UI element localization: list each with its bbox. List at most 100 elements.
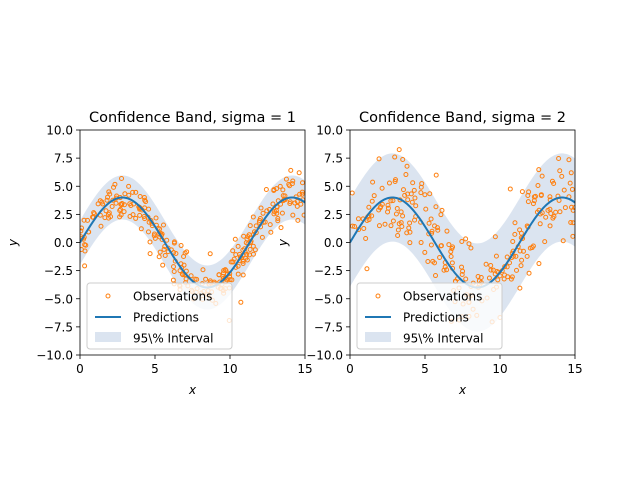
observation-point [379,185,385,191]
observation-point [567,180,573,186]
observation-point [492,234,498,240]
observation-point [562,205,568,211]
observation-point [106,189,112,195]
observation-point [111,184,117,190]
observation-point [400,187,406,193]
observation-point [439,207,445,213]
observation-point [119,176,125,182]
observation-point [530,201,536,207]
observation-point [422,249,428,255]
observation-point [390,218,396,224]
observation-point [428,242,434,248]
subplot-sigma-2: 0 5 10 15−10.0−7.5−5.0−2.50.02.55.07.510.0C… [276,110,583,397]
observation-point [275,218,281,224]
observation-point [277,183,283,189]
observation-point [188,273,194,279]
observation-point [493,253,499,259]
observation-point [91,210,97,216]
observation-point [247,247,253,252]
observation-point [547,206,553,212]
x-tick-label: 0 [76,362,84,376]
observation-point [444,228,450,234]
observation-point [247,223,253,229]
observation-point [371,193,377,199]
observation-point [250,214,256,220]
observation-point [425,258,431,264]
x-tick-label: 5 [151,362,159,376]
observation-point [409,199,415,205]
observation-point [244,251,250,257]
legend-label-predictions: Predictions [133,311,199,325]
observation-point [406,225,412,231]
x-tick-label: 5 [421,362,429,376]
observation-point [289,181,295,187]
observation-point [444,267,450,273]
observation-point [221,267,227,273]
observation-point [388,198,394,204]
observation-point [398,209,404,215]
observation-point [137,212,143,218]
observation-point [486,275,492,281]
observation-point [133,189,139,195]
legend-marker-observations [375,293,381,299]
observation-point [483,261,489,267]
observation-point [385,209,391,215]
observation-point [184,249,190,255]
observation-point [270,201,276,207]
chart-title: Confidence Band, sigma = 1 [89,110,296,126]
observation-point [275,215,281,221]
y-tick-label: −5.0 [314,292,343,306]
observation-point [513,267,519,273]
observation-point [433,273,438,279]
observation-point [290,212,296,218]
observation-point [505,274,511,280]
observation-point [448,254,454,260]
observation-point [448,249,454,255]
observation-point [570,220,575,226]
observation-point [382,221,388,227]
observation-point [118,212,124,218]
observation-point [536,261,542,267]
observation-point [162,253,168,258]
plot-area [80,167,305,324]
observation-point [171,240,177,246]
observation-point [488,267,494,273]
observation-point [259,234,265,240]
observation-point [524,253,530,259]
observation-point [264,208,270,214]
observation-point [80,228,84,234]
observation-point [355,216,361,222]
observation-point [570,207,575,213]
y-axis-label: y [6,238,20,247]
observation-point [299,189,305,195]
observation-point [556,156,562,162]
prediction-line [80,196,305,289]
observation-point [396,147,402,153]
x-tick-label: 15 [297,362,312,376]
observation-point [238,299,244,305]
y-tick-label: −7.5 [314,320,343,334]
observation-point [179,271,185,277]
observation-point [299,191,305,197]
prediction-line [350,196,575,289]
observation-point [390,198,396,204]
observation-point [547,223,553,229]
legend-label-predictions: Predictions [403,311,469,325]
observation-point [490,267,496,273]
subplot-sigma-1: 0 5 10 15 −10.0 −7.5 −5.0 −2.5 0.0 2.5 5.0 7.5 10.0 C… [6,110,313,397]
observation-point [395,227,401,233]
legend-box [86,282,233,350]
observation-point [263,186,269,192]
observation-point [145,229,151,235]
confidence-band [80,175,305,310]
legend: Observations Predictions 95\% Interval [86,282,233,350]
observation-point [267,222,273,228]
observation-point [393,177,398,183]
observation-point [247,252,252,258]
y-tick-label: 0.0 [324,236,343,250]
observation-point [240,272,246,278]
observation-point [392,179,398,185]
observation-point [561,187,567,193]
observation-point [122,191,128,197]
x-tick-label: 15 [567,362,582,376]
